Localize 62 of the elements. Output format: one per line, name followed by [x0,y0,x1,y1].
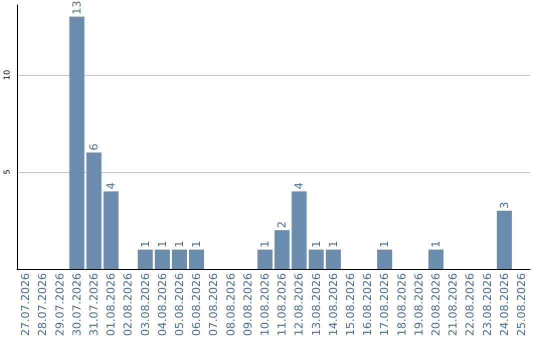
x-tick-label: 15.08.2026 [344,273,357,336]
x-tick-label: 04.08.2026 [156,273,169,336]
x-tick-label: 27.07.2026 [19,273,32,336]
x-tick-label: 07.08.2026 [207,273,220,336]
x-tick-label: 16.08.2026 [361,273,374,336]
bar [189,250,204,269]
x-tick-label: 19.08.2026 [412,273,426,336]
x-tick-label: 17.08.2026 [378,273,392,336]
data-label: 1 [138,240,152,248]
bar [104,191,119,269]
x-tick-label: 08.08.2026 [224,273,238,336]
bar [172,250,187,269]
data-label: 1 [326,240,340,248]
bar [257,250,272,269]
x-tick-label: 13.08.2026 [310,273,323,336]
x-tick-label: 02.08.2026 [122,273,135,336]
y-tick-label: 10 [2,70,12,80]
x-tick-label: 22.08.2026 [464,273,477,336]
x-tick-label: 21.08.2026 [446,273,460,336]
bar [496,210,512,269]
data-label: 3 [498,202,511,209]
bar [154,250,170,269]
data-label: 1 [156,240,169,248]
x-tick-label: 25.08.2026 [514,273,528,336]
bar [69,16,84,269]
x-tick-label: 24.08.2026 [498,273,511,336]
bar [86,152,102,269]
x-tick-label: 06.08.2026 [190,273,204,336]
x-tick-label: 20.08.2026 [429,273,442,336]
data-label: 4 [104,182,118,190]
x-tick-label: 03.08.2026 [138,273,152,336]
bar [428,250,444,269]
x-tick-label: 05.08.2026 [172,273,186,336]
x-tick-label: 29.07.2026 [53,273,66,336]
x-tick-label: 12.08.2026 [292,273,306,336]
bar [377,250,392,269]
x-tick-label: 14.08.2026 [326,273,340,336]
bar [326,250,341,269]
x-tick-label: 01.08.2026 [104,273,118,336]
data-label: 1 [429,240,442,248]
x-tick-label: 30.07.2026 [70,273,84,336]
data-label: 6 [87,144,100,151]
bar [308,250,324,269]
x-tick-label: 18.08.2026 [395,273,408,336]
y-tick-label: 5 [2,169,12,174]
bar [292,191,307,269]
x-tick-label: 09.08.2026 [241,273,254,336]
x-tick-label: 11.08.2026 [276,273,289,336]
data-label: 1 [172,240,186,248]
bar [138,250,153,269]
data-label: 1 [190,240,204,248]
data-label: 4 [292,182,306,190]
data-label: 13 [70,0,84,15]
x-tick-label: 10.08.2026 [258,273,272,336]
data-label: 1 [378,240,392,248]
x-tick-label: 28.07.2026 [36,273,50,336]
data-label: 2 [276,221,289,228]
x-tick-label: 23.08.2026 [480,273,494,336]
data-label: 1 [258,240,272,248]
bar [274,230,290,269]
x-tick-label: 31.07.2026 [87,273,100,336]
data-label: 1 [310,240,323,248]
